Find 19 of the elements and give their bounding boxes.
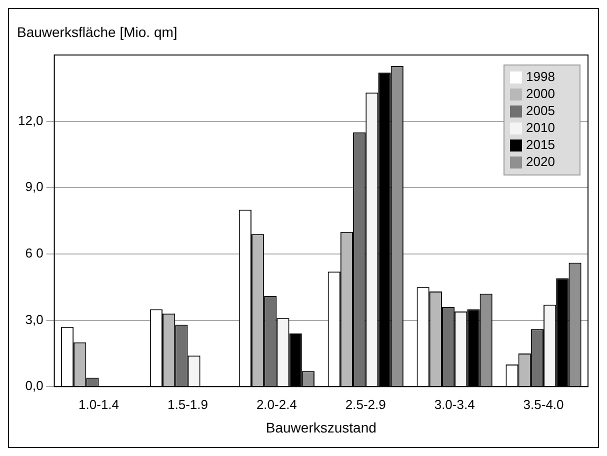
legend-label: 2020 <box>526 154 555 170</box>
legend-label: 2005 <box>526 103 555 118</box>
legend-label: 2015 <box>526 137 555 152</box>
y-tick-label: 0,0 <box>25 378 44 394</box>
legend-label: 2010 <box>526 120 555 136</box>
y-tick-label: 3,0 <box>25 312 44 327</box>
x-axis-title: Bauwerkszustand <box>266 419 376 436</box>
legend-label: 1998 <box>526 69 555 84</box>
x-tick-label: 1.5-1.9 <box>167 396 208 412</box>
y-tick-label: 6 0 <box>25 246 44 261</box>
x-tick-label: 2.5-2.9 <box>345 396 386 412</box>
y-axis-title: Bauwerksfläche [Mio. qm] <box>17 24 178 40</box>
legend-label: 2000 <box>526 86 555 102</box>
x-tick-label: 2.0-2.4 <box>256 396 297 412</box>
y-tick-label: 12,0 <box>18 112 44 128</box>
x-tick-label: 3.5-4.0 <box>523 396 564 412</box>
y-tick-label: 9,0 <box>25 179 44 194</box>
x-tick-label: 3.0-3.4 <box>434 396 475 412</box>
x-tick-label: 1.0-1.4 <box>78 396 120 412</box>
